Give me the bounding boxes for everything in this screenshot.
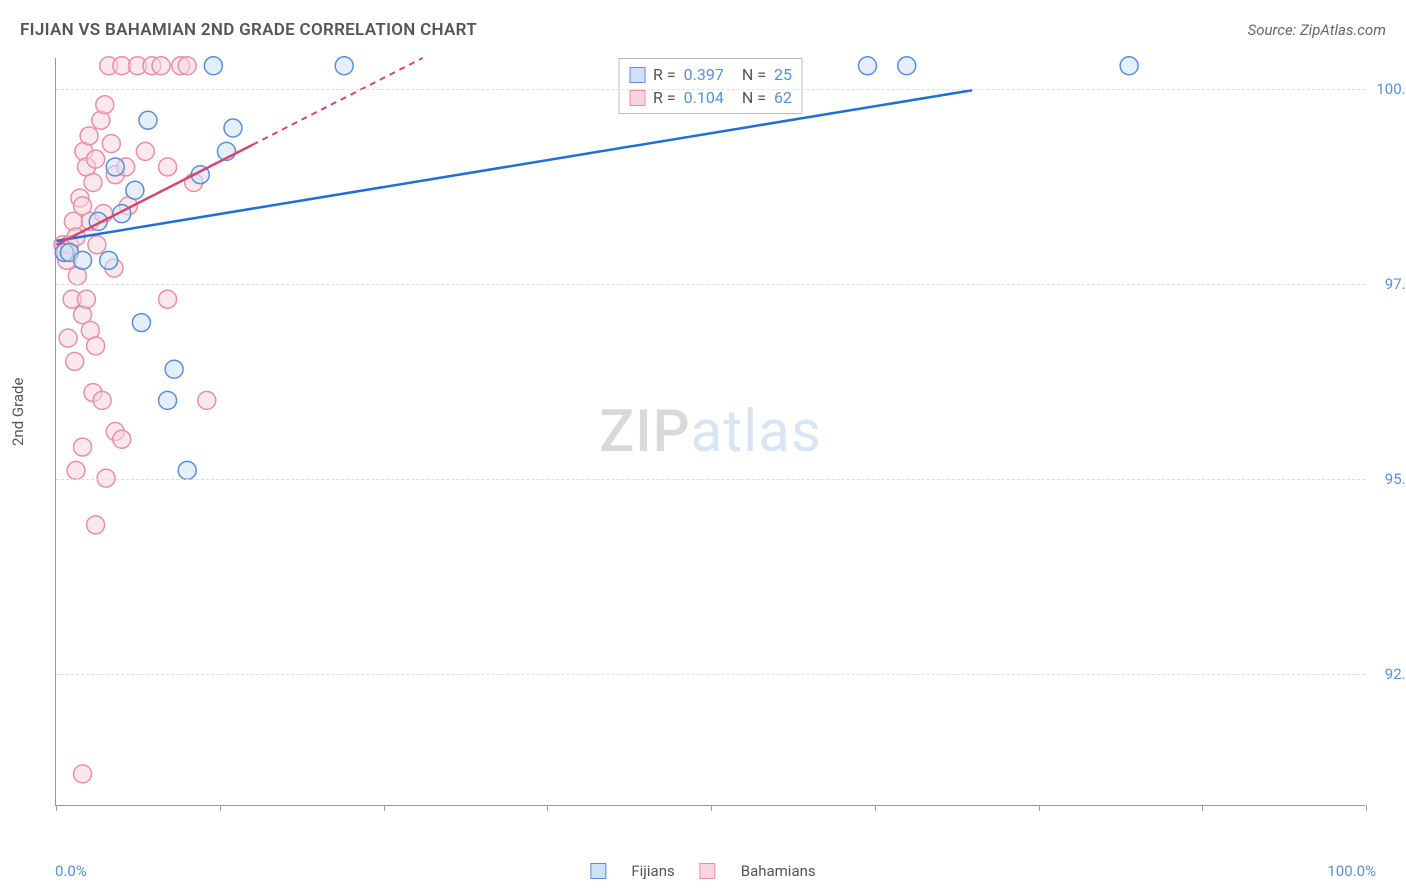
gridline — [56, 89, 1365, 90]
data-point — [159, 158, 177, 176]
chart-source: Source: ZipAtlas.com — [1248, 21, 1386, 39]
data-point — [224, 119, 242, 137]
data-point — [159, 391, 177, 409]
data-point — [96, 96, 114, 114]
stats-box: R = 0.397 N = 25 R = 0.104 N = 62 — [618, 58, 803, 114]
data-point — [59, 329, 77, 347]
y-tick-label: 92.5% — [1370, 665, 1406, 683]
data-point — [132, 314, 150, 332]
legend-swatch-fijians — [590, 863, 606, 879]
data-point — [898, 57, 916, 75]
x-tick — [56, 805, 57, 811]
data-point — [335, 57, 353, 75]
x-tick — [1202, 805, 1203, 811]
data-point — [113, 430, 131, 448]
data-point — [80, 127, 98, 145]
data-point — [74, 251, 92, 269]
data-point — [84, 174, 102, 192]
x-tick — [220, 805, 221, 811]
data-point — [102, 135, 120, 153]
data-point — [88, 236, 106, 254]
data-point — [100, 251, 118, 269]
stats-r-key: R = — [653, 88, 676, 107]
stats-n-key: N = — [742, 65, 766, 84]
data-point — [859, 57, 877, 75]
data-point — [204, 57, 222, 75]
data-point — [67, 461, 85, 479]
legend-label-fijians: Fijians — [631, 862, 674, 880]
data-point — [87, 337, 105, 355]
x-tick — [711, 805, 712, 811]
stats-r-val: 0.104 — [684, 88, 724, 107]
stats-r-key: R = — [653, 65, 676, 84]
gridline — [56, 479, 1365, 480]
gridline — [56, 674, 1365, 675]
data-point — [136, 142, 154, 160]
stats-n-val: 25 — [774, 65, 792, 84]
plot-area: ZIPatlas R =0.397N =25R =0.104N =62 92.5… — [55, 58, 1365, 806]
x-tick — [1366, 805, 1367, 811]
chart-title: FIJIAN VS BAHAMIAN 2ND GRADE CORRELATION… — [20, 20, 477, 40]
legend-label-bahamians: Bahamians — [741, 862, 816, 880]
legend-swatch-bahamians — [700, 863, 716, 879]
data-point — [152, 57, 170, 75]
legend: Fijians Bahamians — [590, 862, 815, 880]
y-tick-label: 95.0% — [1370, 470, 1406, 488]
gridline — [56, 284, 1365, 285]
stats-r-val: 0.397 — [684, 65, 724, 84]
plot-svg — [56, 58, 1365, 805]
x-axis-label-min: 0.0% — [55, 862, 87, 880]
stats-n-key: N = — [742, 88, 766, 107]
data-point — [126, 181, 144, 199]
stats-n-val: 62 — [774, 88, 792, 107]
data-point — [74, 765, 92, 783]
x-axis-label-max: 100.0% — [1327, 862, 1376, 880]
data-point — [87, 516, 105, 534]
trend-line — [56, 90, 972, 241]
data-point — [165, 360, 183, 378]
x-tick — [547, 805, 548, 811]
data-point — [198, 391, 216, 409]
data-point — [139, 111, 157, 129]
stats-swatch — [629, 90, 645, 106]
y-axis-title: 2nd Grade — [9, 378, 27, 446]
data-point — [87, 150, 105, 168]
stats-swatch — [629, 67, 645, 83]
data-point — [178, 57, 196, 75]
data-point — [178, 461, 196, 479]
data-point — [159, 290, 177, 308]
chart-header: FIJIAN VS BAHAMIAN 2ND GRADE CORRELATION… — [20, 20, 1386, 40]
data-point — [1120, 57, 1138, 75]
x-tick — [875, 805, 876, 811]
data-point — [77, 290, 95, 308]
data-point — [106, 158, 124, 176]
x-tick — [384, 805, 385, 811]
x-tick — [1039, 805, 1040, 811]
stats-row: R = 0.397 N = 25 — [629, 63, 792, 86]
data-point — [93, 391, 111, 409]
y-tick-label: 100.0% — [1370, 80, 1406, 98]
y-tick-label: 97.5% — [1370, 275, 1406, 293]
data-point — [66, 352, 84, 370]
data-point — [74, 438, 92, 456]
